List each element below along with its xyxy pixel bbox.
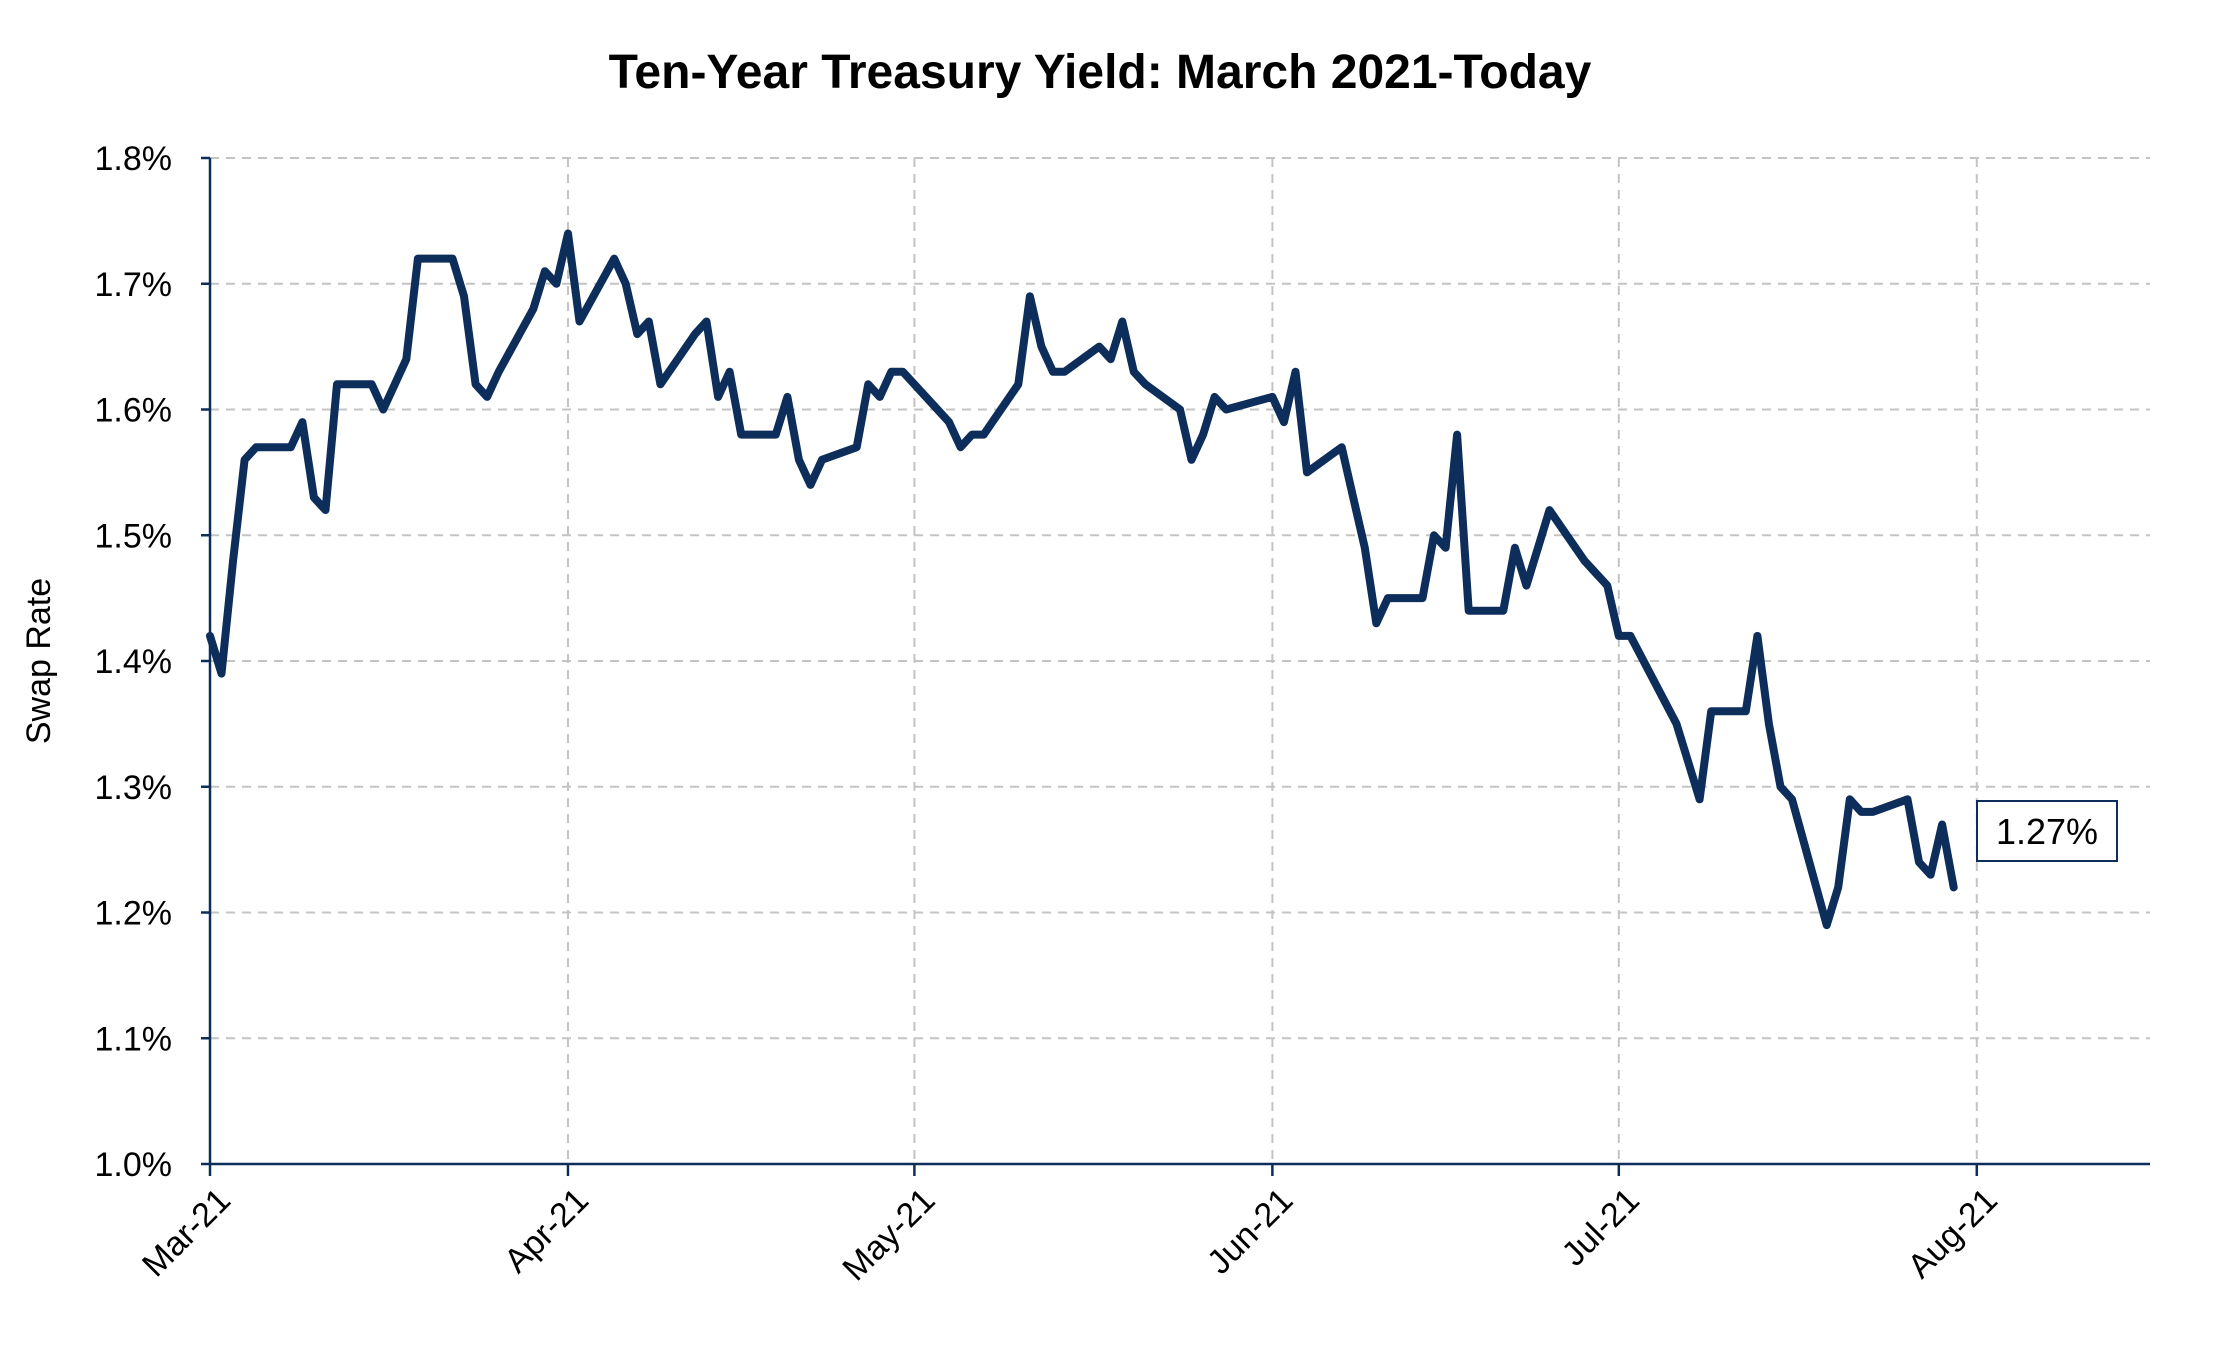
- y-tick-label: 1.1%: [95, 1020, 173, 1058]
- series-line: [206, 229, 1958, 930]
- y-tick-label: 1.6%: [95, 392, 173, 430]
- y-axis-title: Swap Rate: [20, 578, 58, 744]
- y-tick-label: 1.8%: [95, 140, 173, 178]
- gridlines: [210, 157, 2150, 1164]
- y-tick-label: 1.3%: [95, 769, 173, 807]
- annotation-box: [1976, 800, 2118, 862]
- y-tick-label: 1.7%: [95, 266, 173, 304]
- x-tick-label: Jul-21: [1555, 1181, 1647, 1273]
- y-tick-label: 1.5%: [95, 517, 173, 555]
- x-tick-labels: Mar-21 Apr-21 May-21 Jun-21 Jul-21 Aug-21: [135, 1164, 2005, 1288]
- y-tick-label: 1.0%: [95, 1146, 173, 1184]
- y-tick-label: 1.2%: [95, 895, 173, 933]
- x-tick-label: Jun-21: [1200, 1181, 1300, 1281]
- y-tick-labels: 1.0% 1.1% 1.2% 1.3% 1.4% 1.5% 1.6% 1.7% 1.8%: [95, 140, 210, 1184]
- y-tick-label: 1.4%: [95, 643, 173, 681]
- x-tick-label: May-21: [835, 1181, 942, 1288]
- x-tick-label: Apr-21: [497, 1181, 596, 1280]
- annotation-label: 1.27%: [1996, 811, 2098, 852]
- x-tick-label: Mar-21: [135, 1181, 238, 1284]
- x-tick-label: Aug-21: [1900, 1181, 2004, 1285]
- chart-title: Ten-Year Treasury Yield: March 2021-Toda…: [609, 46, 1592, 99]
- last-value-annotation: 1.27%: [1976, 800, 2118, 862]
